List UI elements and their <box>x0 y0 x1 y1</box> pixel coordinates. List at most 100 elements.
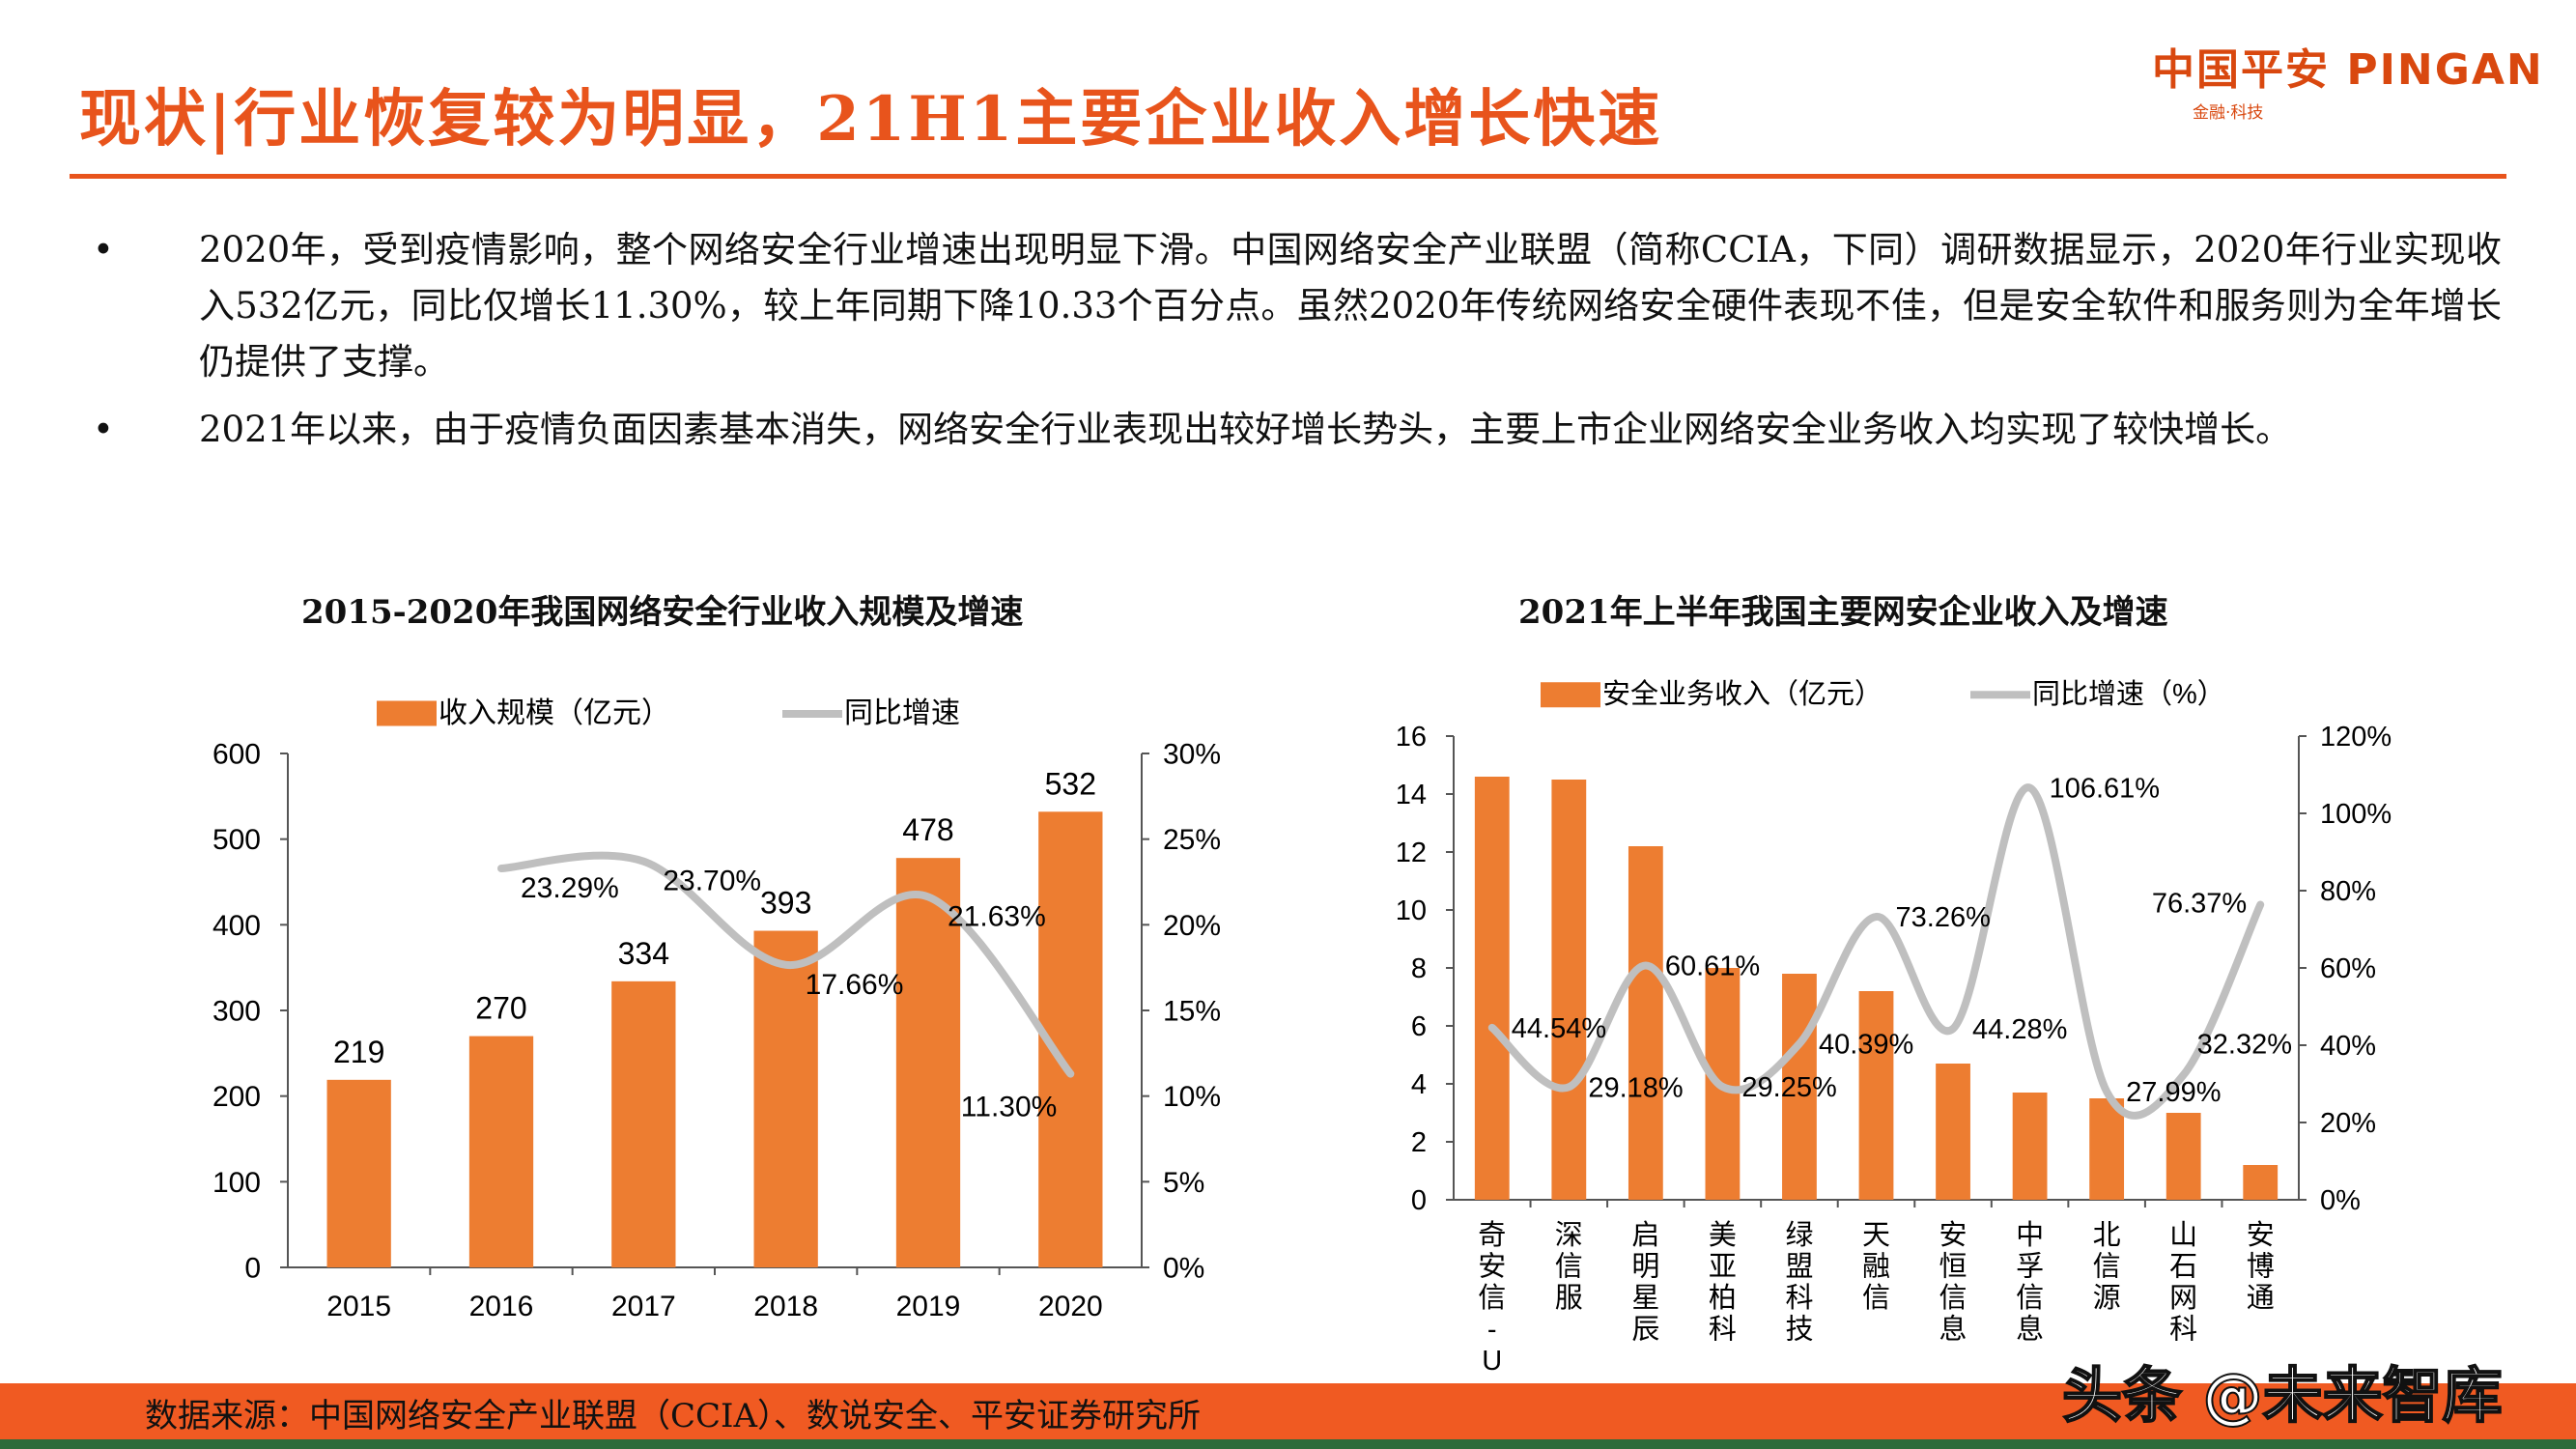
category-label-char: 恒 <box>1939 1250 1967 1282</box>
category-label-char: 科 <box>1785 1282 1813 1314</box>
right-tick-label: 10% <box>1163 1081 1221 1113</box>
growth-value-label: 106.61% <box>2050 774 2161 805</box>
right-tick-label: 40% <box>2320 1031 2376 1062</box>
category-label-char: 安 <box>1478 1250 1506 1282</box>
category-label-char: 安 <box>1939 1219 1967 1251</box>
category-label-char: 明 <box>1631 1251 1659 1282</box>
category-label-char: 信 <box>1862 1282 1890 1314</box>
category-label-char: 信 <box>1555 1250 1583 1282</box>
category-label-char: 绿 <box>1785 1219 1813 1251</box>
data-source: 数据来源：中国网络安全产业联盟（CCIA）、数说安全、平安证券研究所 <box>145 1397 1202 1435</box>
right-chart-title: 2021年上半年我国主要网安企业收入及增速 <box>1518 593 2168 632</box>
category-label-char: 安 <box>2247 1219 2275 1251</box>
growth-line <box>1487 783 2265 1120</box>
growth-value-label: 32.32% <box>2197 1030 2292 1061</box>
growth-value-label: 60.61% <box>1665 952 1760 982</box>
right-tick-label: 80% <box>2320 876 2376 907</box>
left-tick-label: 0 <box>1411 1185 1427 1216</box>
legend-bar-label: 安全业务收入（亿元） <box>1602 678 1882 710</box>
category-label-char: 石 <box>2169 1251 2197 1282</box>
revenue-bar <box>1936 1064 1970 1200</box>
right-tick-label: 120% <box>2320 722 2392 753</box>
left-tick-label: 16 <box>1396 722 1427 753</box>
left-tick-label: 200 <box>212 1081 261 1113</box>
category-label-char: 通 <box>2247 1283 2275 1314</box>
right-tick-label: 5% <box>1163 1167 1204 1199</box>
revenue-bar <box>326 1079 391 1267</box>
revenue-bar <box>1782 974 1817 1200</box>
growth-value-label: 76.37% <box>2152 889 2247 920</box>
category-label-char: 辰 <box>1631 1314 1659 1345</box>
growth-value-label: 40.39% <box>1819 1029 1913 1060</box>
growth-value-label: 44.28% <box>1972 1014 2067 1045</box>
category-label-char: U <box>1482 1346 1502 1372</box>
bar-value-label: 270 <box>475 991 526 1026</box>
category-label: 2020 <box>1038 1291 1103 1322</box>
right-tick-label: 60% <box>2320 953 2376 984</box>
right-tick-label: 100% <box>2320 799 2392 830</box>
category-label-char: 盟 <box>1785 1251 1813 1282</box>
revenue-bar <box>468 1036 534 1267</box>
bullet-list: • 2020年，受到疫情影响，整个网络安全行业增速出现明显下滑。中国网络安全产业… <box>87 222 2502 469</box>
category-label: 2017 <box>611 1291 676 1322</box>
right-tick-label: 15% <box>1163 996 1221 1028</box>
category-label-char: 中 <box>2016 1219 2044 1251</box>
category-label-char: 信 <box>1478 1282 1506 1314</box>
category-label-char: 美 <box>1709 1219 1737 1251</box>
revenue-bar <box>1858 991 1894 1200</box>
category-label-char: 星 <box>1631 1283 1659 1314</box>
right-tick-label: 0% <box>1163 1253 1204 1285</box>
category-label-char: 科 <box>2169 1313 2197 1345</box>
legend-bar-swatch <box>377 700 437 726</box>
revenue-bar <box>1474 777 1510 1200</box>
right-tick-label: 25% <box>1163 824 1221 856</box>
revenue-bar <box>2012 1093 2048 1200</box>
legend-bar-label: 收入规模（亿元） <box>439 697 670 729</box>
category-label-char: 信 <box>2093 1250 2121 1282</box>
category-label-char: 深 <box>1555 1220 1583 1251</box>
category-label-char: 息 <box>1939 1313 1967 1345</box>
growth-value-label: 29.18% <box>1588 1072 1683 1103</box>
bar-value-label: 532 <box>1045 766 1096 801</box>
left-tick-label: 600 <box>212 739 261 771</box>
industry-revenue-chart: 0 100 200 300 400 500 600 0% 5% 10% 15% 20% 25% 30% 21… <box>212 697 1221 1322</box>
revenue-bar <box>2243 1165 2279 1200</box>
category-label-char: - <box>1487 1314 1497 1345</box>
left-tick-label: 6 <box>1411 1011 1427 1042</box>
left-tick-label: 500 <box>212 824 261 856</box>
left-tick-label: 2 <box>1411 1127 1427 1158</box>
bullet-text: 2021年以来，由于疫情负面因素基本消失，网络安全行业表现出较好增长势头，主要上… <box>199 409 2292 450</box>
growth-value-label: 44.54% <box>1512 1013 1606 1044</box>
growth-value-label: 73.26% <box>1896 902 1991 933</box>
growth-value-label: 17.66% <box>806 969 904 1001</box>
category-label-char: 信 <box>1939 1282 1967 1314</box>
growth-value-label: 23.70% <box>663 866 761 897</box>
legend-line-label: 同比增速（%） <box>2032 678 2225 710</box>
category-label-char: 孚 <box>2016 1250 2044 1282</box>
left-tick-label: 400 <box>212 910 261 942</box>
watermark: 头条 @未来智库 <box>2061 1360 2504 1431</box>
left-tick-label: 0 <box>244 1253 261 1285</box>
revenue-bar <box>611 980 676 1267</box>
bullet-text: 2020年，受到疫情影响，整个网络安全行业增速出现明显下滑。中国网络安全产业联盟… <box>199 229 2502 383</box>
left-tick-label: 14 <box>1396 780 1427 810</box>
category-label: 2019 <box>896 1291 961 1322</box>
legend-line-label: 同比增速 <box>844 697 960 729</box>
bar-value-label: 393 <box>760 886 811 921</box>
legend-bar-swatch <box>1541 682 1600 708</box>
left-tick-label: 4 <box>1411 1069 1427 1100</box>
bullet-item: • 2021年以来，由于疫情负面因素基本消失，网络安全行业表现出较好增长势头，主… <box>87 402 2502 458</box>
pingan-logo: 中国平安 PINGAN 金融·科技 <box>2152 35 2548 123</box>
category-label-char: 技 <box>1785 1313 1813 1345</box>
bar-value-label: 219 <box>333 1035 384 1069</box>
category-label-char: 亚 <box>1709 1251 1737 1282</box>
right-tick-label: 30% <box>1163 739 1221 771</box>
category-label-char: 服 <box>1555 1283 1583 1314</box>
footer-bar <box>0 1383 2576 1439</box>
category-label-char: 源 <box>2093 1282 2121 1314</box>
category-label-char: 网 <box>2169 1283 2197 1314</box>
revenue-bar <box>753 930 818 1267</box>
category-label-char: 北 <box>2093 1220 2121 1251</box>
right-tick-label: 20% <box>2320 1108 2376 1139</box>
right-tick-label: 0% <box>2320 1185 2361 1216</box>
